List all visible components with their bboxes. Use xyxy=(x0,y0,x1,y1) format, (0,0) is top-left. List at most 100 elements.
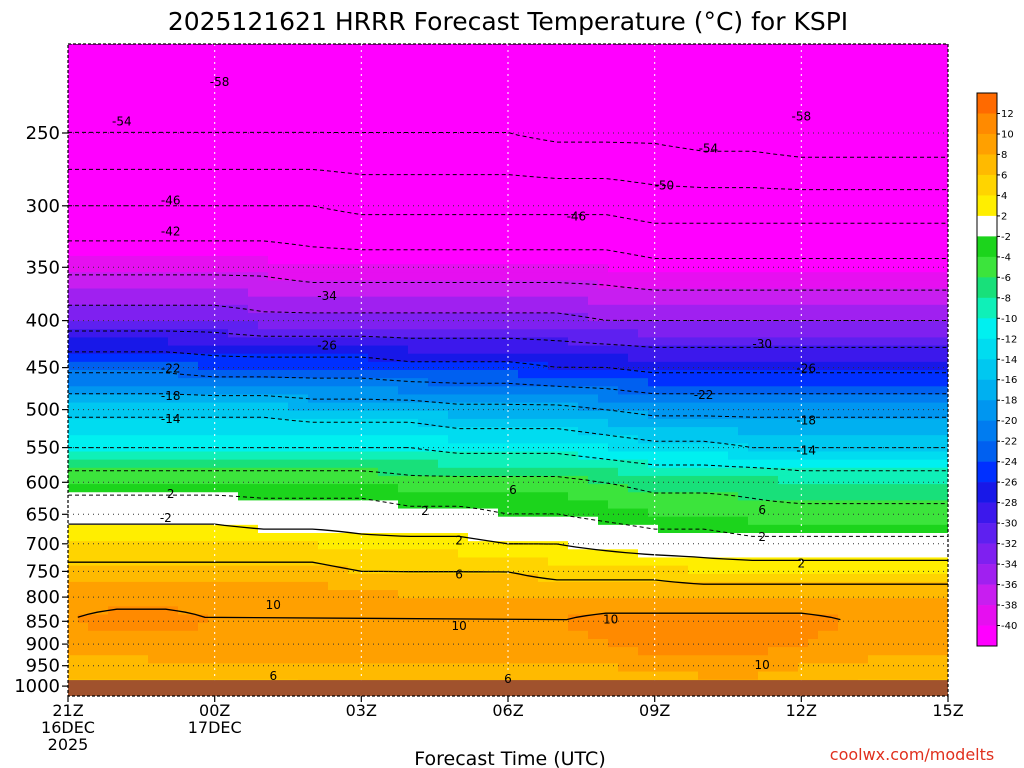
field-cell xyxy=(538,60,549,70)
field-cell xyxy=(338,215,349,224)
field-cell xyxy=(288,174,299,184)
field-cell xyxy=(438,182,449,192)
field-cell xyxy=(628,264,639,273)
field-cell xyxy=(588,255,599,265)
field-cell xyxy=(628,671,639,681)
field-cell xyxy=(258,174,269,184)
field-cell xyxy=(658,288,669,298)
field-cell xyxy=(398,101,409,110)
field-cell xyxy=(238,370,249,379)
field-cell xyxy=(368,655,379,664)
field-cell xyxy=(658,296,669,306)
field-cell xyxy=(558,614,569,624)
field-cell xyxy=(558,190,569,200)
field-cell xyxy=(268,272,279,281)
field-cell xyxy=(438,133,449,143)
field-cell xyxy=(608,166,619,175)
field-cell xyxy=(448,378,459,387)
field-cell xyxy=(528,427,539,436)
field-cell xyxy=(238,418,249,428)
field-cell xyxy=(668,475,679,485)
field-cell xyxy=(108,223,119,233)
field-cell xyxy=(668,492,679,501)
field-cell xyxy=(408,451,419,461)
field-cell xyxy=(518,141,529,151)
field-cell xyxy=(538,378,549,387)
field-cell xyxy=(228,166,239,175)
field-cell xyxy=(568,190,579,200)
field-cell xyxy=(488,158,499,167)
field-cell xyxy=(88,84,99,94)
field-cell xyxy=(478,484,489,493)
field-cell xyxy=(398,141,409,151)
field-cell xyxy=(628,427,639,436)
field-cell xyxy=(408,223,419,233)
field-cell xyxy=(88,158,99,167)
field-cell xyxy=(518,149,529,159)
field-cell xyxy=(68,174,79,184)
field-cell xyxy=(418,125,429,135)
field-cell xyxy=(388,590,399,599)
field-cell xyxy=(628,622,639,632)
field-cell xyxy=(78,76,89,86)
field-cell xyxy=(408,386,419,396)
field-cell xyxy=(528,109,539,118)
field-cell xyxy=(378,312,389,322)
field-cell xyxy=(638,524,649,534)
field-cell xyxy=(328,60,339,70)
field-cell xyxy=(548,647,559,656)
field-cell xyxy=(168,484,179,493)
field-cell xyxy=(608,361,619,371)
field-cell xyxy=(478,451,489,461)
field-cell xyxy=(128,44,139,53)
field-cell xyxy=(258,345,269,355)
field-cell xyxy=(588,361,599,371)
field-cell xyxy=(318,361,329,371)
field-cell xyxy=(218,508,229,518)
field-cell xyxy=(148,370,159,379)
field-cell xyxy=(288,663,299,673)
field-cell xyxy=(228,622,239,632)
field-cell xyxy=(498,378,509,387)
field-cell xyxy=(318,427,329,436)
field-cell xyxy=(388,109,399,118)
field-cell xyxy=(668,516,679,526)
field-cell xyxy=(188,125,199,135)
field-cell xyxy=(558,133,569,143)
field-cell xyxy=(88,500,99,510)
field-cell xyxy=(438,427,449,436)
field-cell xyxy=(448,533,459,542)
field-cell xyxy=(268,125,279,135)
field-cell xyxy=(308,475,319,485)
field-cell xyxy=(358,76,369,86)
field-cell xyxy=(628,158,639,167)
field-cell xyxy=(238,288,249,298)
field-cell xyxy=(368,671,379,681)
field-cell xyxy=(408,484,419,493)
field-cell xyxy=(678,288,689,298)
field-cell xyxy=(318,484,329,493)
field-cell xyxy=(538,549,549,559)
field-cell xyxy=(488,557,499,567)
field-cell xyxy=(348,606,359,616)
field-cell xyxy=(438,459,449,469)
field-cell xyxy=(508,68,519,78)
field-cell xyxy=(588,386,599,396)
field-cell xyxy=(68,475,79,485)
field-cell xyxy=(368,427,379,436)
field-cell xyxy=(178,361,189,371)
field-cell xyxy=(528,451,539,461)
field-cell xyxy=(398,264,409,273)
field-cell xyxy=(158,516,169,526)
field-cell xyxy=(278,109,289,118)
field-cell xyxy=(608,141,619,151)
field-cell xyxy=(628,182,639,192)
field-cell xyxy=(648,622,659,632)
field-cell xyxy=(568,590,579,599)
field-cell xyxy=(618,101,629,110)
field-cell xyxy=(658,622,669,632)
field-cell xyxy=(178,524,189,534)
field-cell xyxy=(168,304,179,314)
field-cell xyxy=(188,606,199,616)
field-cell xyxy=(158,174,169,184)
